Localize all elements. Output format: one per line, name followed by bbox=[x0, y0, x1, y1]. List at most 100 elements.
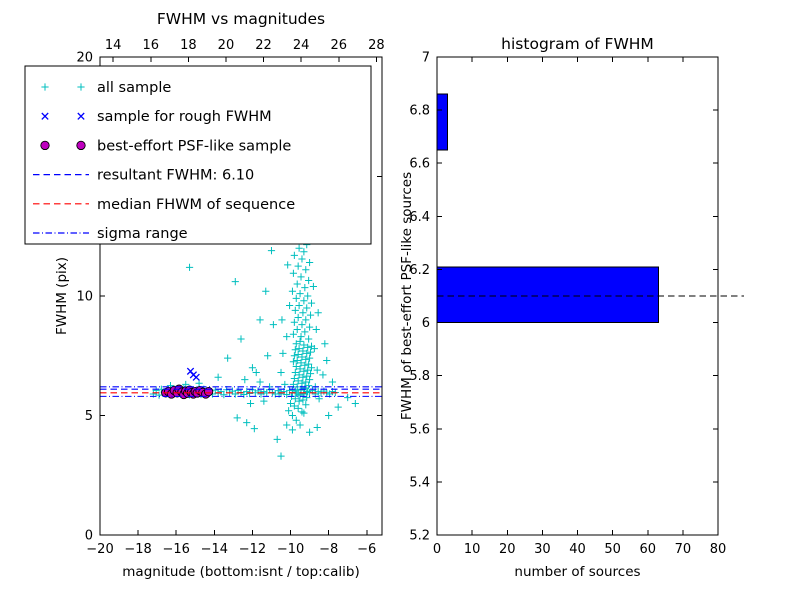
scatter-point-plus bbox=[294, 377, 302, 385]
scatter-point-plus bbox=[302, 316, 310, 324]
tick-label: 22 bbox=[255, 38, 272, 53]
scatter-point-plus bbox=[283, 333, 291, 341]
tick-label: −8 bbox=[319, 542, 338, 557]
scatter-point-plus bbox=[243, 419, 251, 427]
scatter-point-plus bbox=[260, 397, 268, 405]
scatter-point-plus bbox=[293, 325, 301, 334]
scatter-point-plus bbox=[290, 374, 298, 383]
legend-item-label: best-effort PSF-like sample bbox=[97, 138, 291, 154]
tick-label: −14 bbox=[201, 542, 228, 557]
scatter-point-plus bbox=[269, 321, 277, 329]
tick-label: 0 bbox=[433, 542, 441, 557]
scatter-point-plus bbox=[295, 397, 303, 405]
tick-label: 26 bbox=[330, 38, 347, 53]
tick-label: 5.2 bbox=[409, 529, 430, 544]
tick-label: −18 bbox=[124, 542, 151, 557]
tick-label: 50 bbox=[604, 542, 621, 557]
scatter-point-plus bbox=[295, 344, 303, 353]
scatter-point-plus bbox=[297, 333, 305, 341]
scatter-point-plus bbox=[294, 313, 302, 322]
scatter-point-plus bbox=[323, 356, 331, 365]
scatter-point-plus bbox=[289, 330, 297, 338]
scatter-point-plus bbox=[298, 255, 306, 263]
scatter-point-plus bbox=[278, 316, 286, 324]
histogram-title: histogram of FWHM bbox=[501, 35, 654, 53]
legend: all sample sample for rough FWHM best-effo… bbox=[24, 65, 372, 245]
legend-item-label: median FHWM of sequence bbox=[97, 197, 295, 213]
scatter-point-plus bbox=[291, 346, 299, 354]
scatter-point-plus bbox=[291, 306, 299, 314]
tick-label: 40 bbox=[569, 542, 586, 557]
scatter-point-plus bbox=[241, 376, 249, 384]
tick-label: −12 bbox=[239, 542, 266, 557]
scatter-point-plus bbox=[304, 343, 312, 351]
scatter-point-plus bbox=[305, 428, 314, 436]
scatter-point-plus bbox=[292, 416, 300, 424]
scatter-point-plus bbox=[301, 284, 309, 292]
scatter-point-plus bbox=[283, 390, 291, 399]
scatter-point-plus bbox=[309, 282, 318, 291]
tick-label: 70 bbox=[675, 542, 692, 557]
scatter-ylabel: FWHM (pix) bbox=[54, 256, 70, 336]
scatter-point-plus bbox=[296, 421, 304, 429]
scatter-point-plus bbox=[224, 354, 232, 362]
scatter-point-plus bbox=[293, 280, 301, 288]
scatter-point-plus bbox=[299, 309, 307, 317]
tick-label: 5.6 bbox=[409, 422, 430, 437]
scatter-point-plus bbox=[294, 404, 302, 412]
scatter-point-x bbox=[189, 371, 198, 379]
legend-item-label: all sample bbox=[97, 80, 171, 96]
scatter-point-plus bbox=[195, 379, 203, 387]
scatter-point-plus bbox=[306, 348, 315, 356]
scatter-point-plus bbox=[298, 321, 306, 329]
scatter-point-plus bbox=[248, 364, 257, 372]
scatter-point-plus bbox=[220, 391, 228, 399]
scatter-point-plus bbox=[301, 361, 309, 369]
scatter-point-circle bbox=[76, 140, 86, 151]
scatter-point-plus bbox=[297, 359, 305, 367]
legend-item: sample for rough FWHM bbox=[41, 109, 272, 125]
legend-box bbox=[24, 65, 372, 245]
histogram-bar bbox=[436, 266, 659, 324]
scatter-point-plus bbox=[300, 248, 308, 256]
histogram-xlabel: number of sources bbox=[514, 564, 641, 580]
scatter-point-plus bbox=[303, 372, 311, 380]
scatter-point-plus bbox=[315, 395, 323, 403]
scatter-point-plus bbox=[301, 328, 309, 336]
scatter-point-plus bbox=[305, 335, 313, 343]
tick-label: 5 bbox=[85, 409, 93, 424]
scatter-point-plus bbox=[290, 318, 298, 326]
histogram-plot: 0 10 20 30 40 50 60 70 80 5.2 5.4 5.6 5.8 6 6.2 6.4 6.6 6… bbox=[409, 51, 744, 557]
legend-item: all sample bbox=[41, 80, 171, 96]
scatter-point-plus bbox=[296, 337, 304, 346]
scatter-point-plus bbox=[231, 278, 239, 286]
scatter-point-plus bbox=[262, 287, 270, 295]
tick-label: 20 bbox=[218, 38, 235, 53]
scatter-point-plus bbox=[351, 399, 359, 408]
histogram-bar bbox=[436, 93, 449, 151]
scatter-point-plus bbox=[304, 292, 312, 300]
scatter-point-plus bbox=[250, 425, 258, 433]
scatter-point-plus bbox=[294, 262, 302, 270]
tick-label: −6 bbox=[357, 542, 376, 557]
scatter-point-plus bbox=[295, 301, 303, 310]
scatter-point-plus bbox=[291, 395, 299, 403]
tick-label: 6.2 bbox=[409, 263, 430, 278]
scatter-point-plus bbox=[319, 371, 327, 379]
scatter-point-plus bbox=[302, 266, 310, 274]
scatter-xlabel: magnitude (bottom:isnt / top:calib) bbox=[122, 564, 360, 580]
scatter-point-x bbox=[41, 112, 49, 120]
scatter-point-plus bbox=[313, 366, 321, 374]
scatter-point-plus bbox=[296, 290, 304, 298]
scatter-plot: −20 −18 −16 −14 −12 −10 −8 −6 14 16 18 20 22 24 26 28 0 5… bbox=[76, 38, 384, 557]
scatter-point-plus bbox=[304, 366, 312, 374]
scatter-point-plus bbox=[297, 273, 305, 281]
scatter-point-plus bbox=[299, 396, 307, 404]
scatter-point-plus bbox=[256, 378, 264, 386]
tick-label: 6.4 bbox=[409, 210, 430, 225]
scatter-point-plus bbox=[328, 378, 337, 386]
tick-label: 20 bbox=[76, 51, 93, 66]
scatter-point-plus bbox=[302, 401, 310, 409]
scatter-point-plus bbox=[314, 309, 322, 317]
